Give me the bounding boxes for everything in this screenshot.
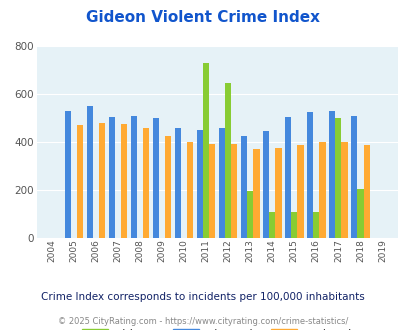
Bar: [187, 142, 193, 238]
Bar: [175, 127, 181, 238]
Bar: [284, 117, 290, 238]
Bar: [64, 111, 71, 238]
Bar: [121, 124, 127, 238]
Bar: [130, 115, 136, 238]
Bar: [319, 142, 325, 238]
Bar: [109, 117, 115, 238]
Bar: [202, 63, 209, 238]
Bar: [275, 148, 281, 238]
Bar: [153, 118, 159, 238]
Text: © 2025 CityRating.com - https://www.cityrating.com/crime-statistics/: © 2025 CityRating.com - https://www.city…: [58, 317, 347, 326]
Bar: [297, 146, 303, 238]
Bar: [143, 127, 149, 238]
Bar: [306, 112, 313, 238]
Bar: [290, 213, 297, 238]
Bar: [241, 136, 247, 238]
Bar: [218, 127, 225, 238]
Bar: [350, 115, 356, 238]
Bar: [247, 191, 253, 238]
Legend: Gideon, Missouri, National: Gideon, Missouri, National: [77, 324, 356, 330]
Bar: [341, 142, 347, 238]
Text: Crime Index corresponds to incidents per 100,000 inhabitants: Crime Index corresponds to incidents per…: [41, 292, 364, 302]
Bar: [99, 123, 105, 238]
Bar: [356, 188, 362, 238]
Bar: [335, 118, 341, 238]
Bar: [231, 144, 237, 238]
Bar: [165, 136, 171, 238]
Bar: [225, 82, 231, 238]
Bar: [362, 146, 369, 238]
Bar: [87, 106, 93, 238]
Text: Gideon Violent Crime Index: Gideon Violent Crime Index: [86, 10, 319, 25]
Bar: [196, 130, 202, 238]
Bar: [328, 111, 335, 238]
Bar: [313, 213, 319, 238]
Bar: [77, 125, 83, 238]
Bar: [209, 144, 215, 238]
Bar: [269, 213, 275, 238]
Bar: [262, 131, 269, 238]
Bar: [253, 149, 259, 238]
